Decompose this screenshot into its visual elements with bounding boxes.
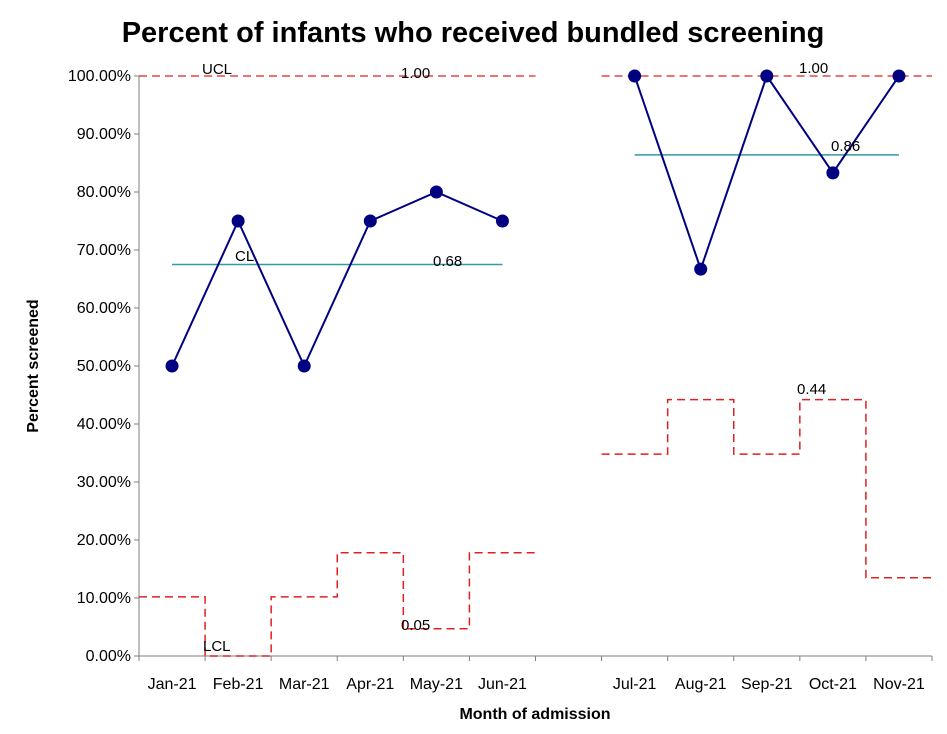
chart-title: Percent of infants who received bundled …	[122, 17, 825, 49]
axes: 0.00% 10.00% 20.00% 30.00% 40.00% 50.00% 60.00…	[68, 68, 933, 693]
y-tick-label: 100.00%	[68, 68, 131, 85]
annotation-label: 1.00	[799, 60, 828, 77]
data-line	[171, 190, 503, 369]
data-point	[826, 166, 840, 180]
y-tick-label: 50.00%	[77, 358, 131, 375]
y-tick-label: 30.00%	[77, 474, 131, 491]
annotation-label: 0.05	[401, 617, 430, 634]
data-point	[231, 214, 245, 228]
y-tick-label: 40.00%	[77, 416, 131, 433]
lcl-line	[139, 552, 536, 657]
annotation-label: UCL	[202, 61, 232, 78]
annotation-label: 0.86	[831, 138, 860, 155]
annotation-label: 0.44	[797, 381, 826, 398]
y-axis-title: Percent screened	[25, 299, 42, 432]
data-point	[429, 185, 443, 199]
x-tick-label: May-21	[410, 676, 463, 693]
annotation-label: LCL	[203, 638, 231, 655]
x-tick-label: Jul-21	[613, 676, 657, 693]
annotation-label: CL	[235, 248, 254, 265]
x-axis-title: Month of admission	[459, 706, 610, 723]
x-tick-label: Mar-21	[279, 676, 330, 693]
y-tick-label: 20.00%	[77, 532, 131, 549]
x-tick-label: Jun-21	[478, 676, 527, 693]
data-point	[165, 359, 179, 373]
y-tick-label: 70.00%	[77, 242, 131, 259]
x-tick-label: Sep-21	[741, 676, 793, 693]
x-tick-label: Apr-21	[346, 676, 394, 693]
lcl-line	[601, 398, 932, 579]
y-tick-label: 0.00%	[86, 648, 131, 665]
data-point	[628, 69, 642, 83]
x-tick-label: Nov-21	[873, 676, 925, 693]
control-limits	[139, 75, 932, 657]
x-tick-label: Jan-21	[148, 676, 197, 693]
x-tick-label: Oct-21	[809, 676, 857, 693]
data-point	[694, 262, 708, 276]
data-line	[633, 73, 900, 273]
data-point	[892, 69, 906, 83]
y-tick-label: 10.00%	[77, 590, 131, 607]
center-lines	[172, 154, 899, 266]
annotations: UCL 1.00 CL 0.68 LCL 0.05 1.00 0.86 0.44	[202, 60, 860, 655]
data-series	[165, 69, 906, 373]
data-point	[363, 214, 377, 228]
y-tick-label: 60.00%	[77, 300, 131, 317]
x-tick-label: Aug-21	[675, 676, 727, 693]
x-tick-label: Feb-21	[213, 676, 264, 693]
y-tick-label: 80.00%	[77, 184, 131, 201]
data-point	[297, 359, 311, 373]
y-tick-label: 90.00%	[77, 126, 131, 143]
annotation-label: 0.68	[433, 253, 462, 270]
data-point	[760, 69, 774, 83]
annotation-label: 1.00	[401, 65, 430, 82]
data-point	[495, 214, 509, 228]
